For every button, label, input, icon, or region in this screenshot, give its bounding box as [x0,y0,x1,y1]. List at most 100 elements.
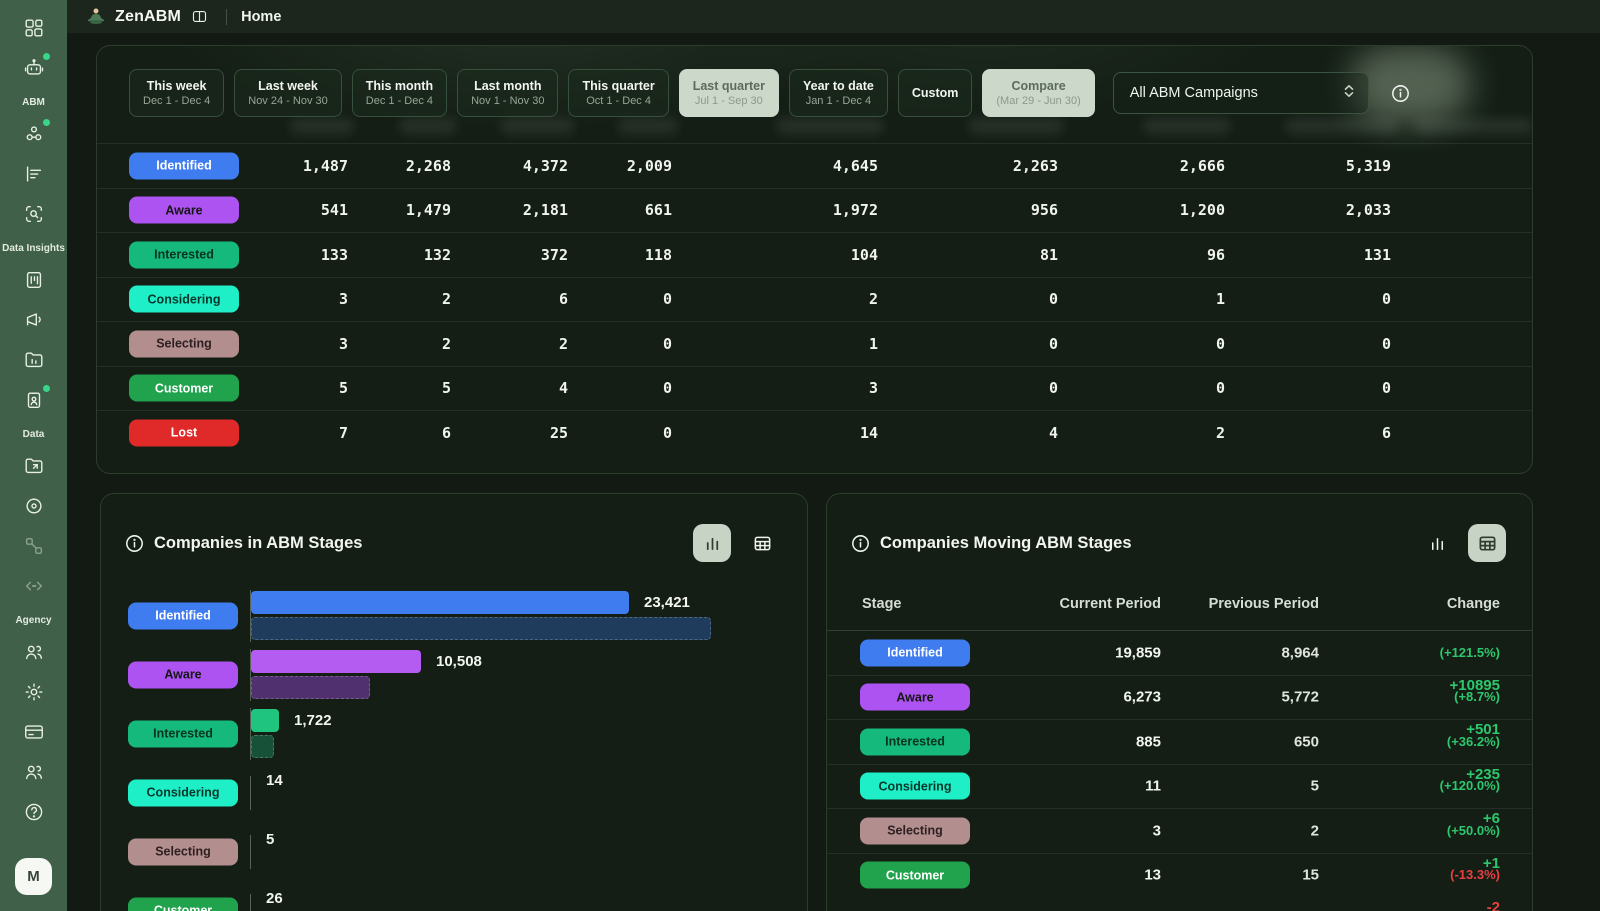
bar-value-label: 5 [266,830,275,848]
nav-home[interactable]: Home [241,8,282,25]
sidebar-item-robot-icon[interactable] [21,53,50,81]
stage-value-cell: 2,033 [1345,201,1391,220]
change-value: +235 (+36.2%) [1446,733,1500,783]
info-icon[interactable] [1391,84,1410,103]
sidebar-item-report-icon[interactable] [21,267,47,293]
filter-this-month[interactable]: This month Dec 1 - Dec 4 [351,69,448,117]
stage-badge: Considering [128,779,238,806]
chart-view-toggle[interactable] [1418,524,1456,562]
current-period-bar [251,709,279,732]
sidebar-item-folder-chart-icon[interactable] [21,347,47,373]
sidebar-section-label: Agency [15,615,52,626]
stage-value-cell: 2 [558,334,568,353]
sidebar-item-chart-bars-icon[interactable] [21,161,47,187]
previous-period-bar [251,735,274,758]
sidebar-item-folder-import-icon[interactable] [21,453,47,479]
date-filter-row: This week Dec 1 - Dec 4 Last week Nov 24 - … [97,46,1532,117]
stage-value-cell: 7 [338,423,348,442]
stage-badge: Aware [860,683,970,711]
stage-value-cell: 0 [662,290,672,309]
bar-value-label: 23,421 [644,593,690,611]
sidebar-item-id-badge-icon[interactable] [21,385,50,413]
online-dot [42,385,50,392]
filter-this-quarter[interactable]: This quarter Oct 1 - Dec 4 [568,69,669,117]
chart-row-customer: Customer 26 [101,881,807,911]
change-percent: (-13.3%) [1450,867,1500,883]
stage-value-cell: 2 [441,290,451,309]
previous-period-value: 5,772 [1281,688,1319,706]
chart-view-toggle[interactable] [693,524,731,562]
table-view-toggle[interactable] [743,524,781,562]
sidebar-item-nodes-icon[interactable] [21,533,47,559]
info-icon[interactable] [125,534,144,553]
previous-period-value: 15 [1302,866,1319,884]
megaphone-icon [26,313,41,326]
chart-row-identified: Identified 23,421 [101,586,807,645]
sidebar-item-megaphone-icon[interactable] [21,307,47,333]
bar-value-label: 26 [266,889,283,907]
filter-label: This week [146,79,207,93]
chart-bars-icon [26,166,41,182]
stage-value-cell: 25 [549,423,568,442]
stage-values-table: Identified 1,487 2,268 4,372 2,009 4,645 2,263… [97,143,1532,455]
sidebar-item-automation-icon[interactable] [21,493,47,519]
stage-value-cell: 133 [320,245,348,264]
filter-date-range: (Mar 29 - Jun 30) [996,95,1081,107]
info-icon[interactable] [851,534,870,553]
change-percent: (+8.7%) [1454,689,1500,705]
stage-badge: Considering [129,285,239,313]
blurred-column-header [1415,118,1532,134]
stage-value-cell: 4,645 [832,156,878,175]
bar-value-label: 1,722 [294,711,332,729]
stage-value-cell: 14 [859,423,878,442]
filter-label: Custom [911,86,959,100]
chart-row-aware: Aware 10,508 [101,645,807,704]
stage-value-cell: 1,972 [832,201,878,220]
sidebar-item-team-icon[interactable] [21,759,47,785]
filter-year-to-date[interactable]: Year to date Jan 1 - Dec 4 [788,69,888,117]
code-icon [25,581,42,591]
change-value: +6 (+120.0%) [1439,778,1500,828]
filter-this-week[interactable]: This week Dec 1 - Dec 4 [129,69,225,117]
previous-period-bar [251,676,370,699]
stage-value-cell: 118 [644,245,672,264]
previous-period-bar [251,617,711,640]
bar-group [250,707,279,760]
previous-period-value: 2 [1310,822,1319,840]
filter-last-month[interactable]: Last month Nov 1 - Nov 30 [457,69,559,117]
stage-value-cell: 1 [868,334,878,353]
sidebar-item-code-icon[interactable] [21,573,47,599]
report-icon [26,271,41,289]
sidebar-item-help-icon[interactable] [21,799,47,825]
panel-toggle-icon[interactable] [191,8,208,25]
blurred-content-blob [1350,46,1470,124]
stage-value-cell: 0 [1048,290,1058,309]
sidebar-item-gear-icon[interactable] [21,679,47,705]
sidebar-item-dashboard-icon[interactable] [21,15,47,41]
stage-value-cell: 96 [1206,245,1225,264]
filter-custom[interactable]: Custom [897,69,973,117]
stage-value-cell: 2 [441,334,451,353]
stage-badge: Interested [129,241,239,269]
topbar-divider [226,8,228,25]
filter-compare[interactable]: Compare (Mar 29 - Jun 30) [982,69,1095,117]
table-view-toggle[interactable] [1468,524,1506,562]
filter-date-range: Nov 24 - Nov 30 [248,95,328,107]
bar-group [250,775,251,810]
filter-last-week[interactable]: Last week Nov 24 - Nov 30 [234,69,342,117]
sidebar-item-scan-search-icon[interactable] [21,201,47,227]
stage-badge: Lost [129,419,239,447]
stage-badge: Customer [129,374,239,402]
stage-value-cell: 1 [1215,290,1225,309]
campaign-select[interactable]: All ABM Campaigns [1112,72,1369,114]
sidebar-item-cluster-icon[interactable] [21,119,50,147]
companies-in-stages-card: Companies in ABM Stages Identified 23,421… [100,493,808,911]
sidebar-item-users-icon[interactable] [21,639,47,665]
filter-last-quarter[interactable]: Last quarter Jul 1 - Sep 30 [678,69,779,117]
moving-row-identified: Identified 19,859 8,964 +10895 (+121.5%) [827,630,1532,694]
current-period-value: 11 [1145,777,1161,795]
user-avatar[interactable]: M [15,858,52,895]
sidebar-item-credit-card-icon[interactable] [21,719,47,745]
stage-badge: Aware [128,661,238,688]
zen-meditation-icon [85,6,107,28]
